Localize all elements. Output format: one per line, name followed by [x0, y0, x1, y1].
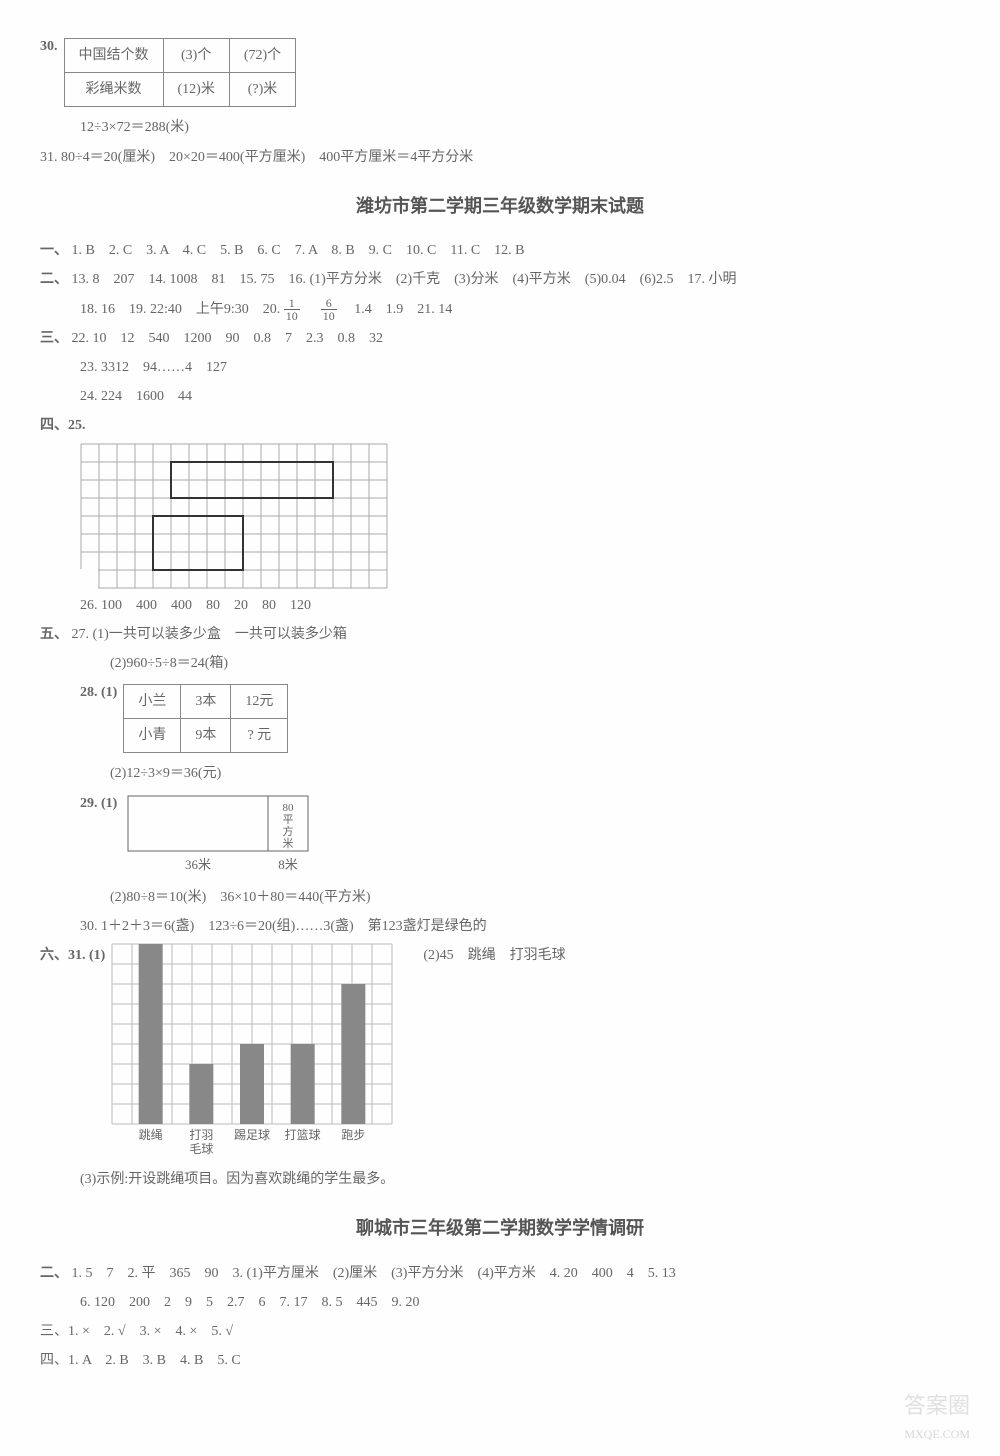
fraction: 610: [321, 297, 337, 322]
q31-chart: 跳绳 打羽毛球 踢足球 打篮球 跑步: [111, 943, 393, 1163]
watermark-url: MXQE.COM: [904, 1424, 970, 1446]
q30-table: 中国结个数 (3)个 (72)个 彩绳米数 (12)米 (?)米: [64, 38, 297, 107]
q27b: (2)960÷5÷8＝24(箱): [40, 651, 960, 676]
sec3-label: 三、: [40, 331, 68, 346]
sec3-line1: 22. 10 12 540 1200 90 0.8 7 2.3 0.8 32: [72, 331, 384, 346]
sec1-items: 1. B 2. C 3. A 4. C 5. B 6. C 7. A 8. B …: [72, 243, 525, 258]
sec2-label: 二、: [40, 272, 68, 287]
q29-figure: 80 平 方 米 36米 8米: [123, 791, 333, 881]
svg-text:毛球: 毛球: [190, 1142, 214, 1156]
q25-grid: [80, 443, 960, 589]
cell: 中国结个数: [64, 39, 163, 73]
q26: 26. 100 400 400 80 20 80 120: [40, 593, 960, 618]
lc-sec2-line1: 1. 5 7 2. 平 365 90 3. (1)平方厘米 (2)厘米 (3)平…: [72, 1266, 676, 1281]
cell: ? 元: [231, 719, 288, 753]
cell: (12)米: [163, 73, 229, 107]
lc-sec4: 四、1. A 2. B 3. B 4. B 5. C: [40, 1348, 960, 1373]
watermark: 答案圈: [904, 1386, 970, 1426]
svg-text:方: 方: [283, 824, 294, 838]
sec6-label: 六、31. (1): [40, 943, 105, 968]
cell: 9本: [181, 719, 231, 753]
sec5-label: 五、: [40, 627, 68, 642]
svg-text:打篮球: 打篮球: [285, 1127, 321, 1142]
svg-text:80: 80: [283, 802, 295, 814]
svg-text:8米: 8米: [279, 857, 299, 872]
lc-sec2-label: 二、: [40, 1266, 68, 1281]
cell: (3)个: [163, 39, 229, 73]
svg-text:平: 平: [283, 814, 294, 826]
q29b: (2)80÷8＝10(米) 36×10＋80＝440(平方米): [40, 885, 960, 910]
table-row: 小兰 3本 12元: [124, 685, 288, 719]
q30-label: 30.: [40, 34, 58, 59]
q29-label: 29. (1): [80, 791, 117, 816]
cell: 彩绳米数: [64, 73, 163, 107]
sec1-label: 一、: [40, 243, 68, 258]
q30b: 30. 1＋2＋3＝6(盏) 123÷6＝20(组)……3(盏) 第123盏灯是…: [40, 914, 960, 939]
q31-part3: (3)示例:开设跳绳项目。因为喜欢跳绳的学生最多。: [40, 1167, 960, 1192]
lc-sec2-line2: 6. 120 200 2 9 5 2.7 6 7. 17 8. 5 445 9.…: [40, 1290, 960, 1315]
svg-text:米: 米: [283, 837, 294, 850]
svg-text:跳绳: 跳绳: [139, 1128, 163, 1142]
table-row: 彩绳米数 (12)米 (?)米: [64, 73, 296, 107]
cell: (72)个: [229, 39, 295, 73]
table-row: 小青 9本 ? 元: [124, 719, 288, 753]
svg-text:跑步: 跑步: [342, 1128, 366, 1142]
cell: 3本: [181, 685, 231, 719]
fraction: 110: [284, 297, 300, 322]
q27a: 27. (1)一共可以装多少盒 一共可以装多少箱: [72, 627, 347, 642]
cell: (?)米: [229, 73, 295, 107]
sec2-line2b: 1.4 1.9 21. 14: [340, 302, 452, 317]
svg-text:36米: 36米: [185, 857, 211, 872]
sec2-line1: 13. 8 207 14. 1008 81 15. 75 16. (1)平方分米…: [72, 272, 737, 287]
svg-text:打羽: 打羽: [190, 1128, 214, 1142]
sec2-line2a: 18. 16 19. 22:40 上午9:30 20.: [80, 302, 284, 317]
sec4-label: 四、25.: [40, 418, 86, 433]
cell: 小青: [124, 719, 181, 753]
exam-title-1: 潍坊市第二学期三年级数学期末试题: [40, 190, 960, 222]
q28-table: 小兰 3本 12元 小青 9本 ? 元: [123, 684, 288, 753]
cell: 小兰: [124, 685, 181, 719]
cell: 12元: [231, 685, 288, 719]
q28b: (2)12÷3×9＝36(元): [40, 761, 960, 786]
exam-title-2: 聊城市三年级第二学期数学学情调研: [40, 1212, 960, 1244]
q31-part2: (2)45 跳绳 打羽毛球: [423, 943, 565, 968]
table-row: 中国结个数 (3)个 (72)个: [64, 39, 296, 73]
q31: 31. 80÷4＝20(厘米) 20×20＝400(平方厘米) 400平方厘米＝…: [40, 145, 960, 170]
lc-sec3: 三、1. × 2. √ 3. × 4. × 5. √: [40, 1319, 960, 1344]
svg-text:踢足球: 踢足球: [234, 1128, 270, 1142]
q28-label: 28. (1): [80, 680, 117, 705]
sec3-line2: 23. 3312 94……4 127: [40, 355, 960, 380]
q30-calc: 12÷3×72＝288(米): [40, 115, 960, 140]
sec3-line3: 24. 224 1600 44: [40, 384, 960, 409]
